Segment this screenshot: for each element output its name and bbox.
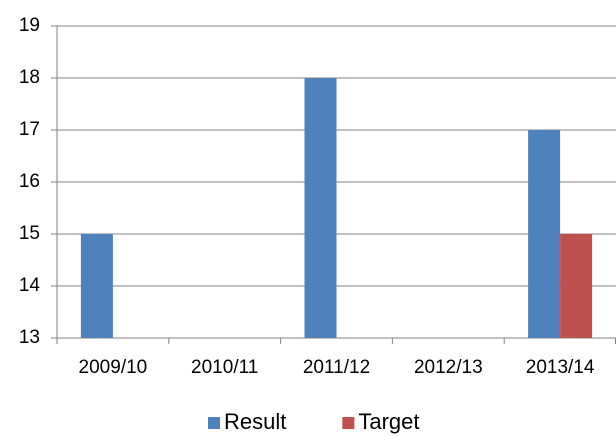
x-tick-label: 2009/10	[79, 357, 148, 378]
y-tick-label: 17	[19, 119, 40, 140]
bar	[560, 234, 593, 338]
bar	[80, 234, 113, 338]
x-tick-label: 2013/14	[526, 357, 595, 378]
legend-swatch	[342, 417, 355, 429]
legend-swatch	[208, 417, 220, 429]
x-tick-label: 2011/12	[303, 357, 370, 378]
y-tick-label: 18	[19, 67, 40, 88]
y-tick-label: 16	[19, 171, 40, 192]
y-tick-label: 13	[19, 327, 40, 348]
y-tick-label: 15	[19, 223, 40, 244]
legend-label: Result	[224, 409, 286, 434]
legend-label: Target	[358, 409, 419, 434]
x-tick-label: 2012/13	[414, 357, 483, 378]
bar	[528, 130, 561, 338]
y-tick-label: 19	[19, 15, 40, 36]
bar	[304, 78, 337, 338]
x-tick-label: 2010/11	[191, 357, 258, 378]
y-tick-label: 14	[19, 275, 41, 296]
